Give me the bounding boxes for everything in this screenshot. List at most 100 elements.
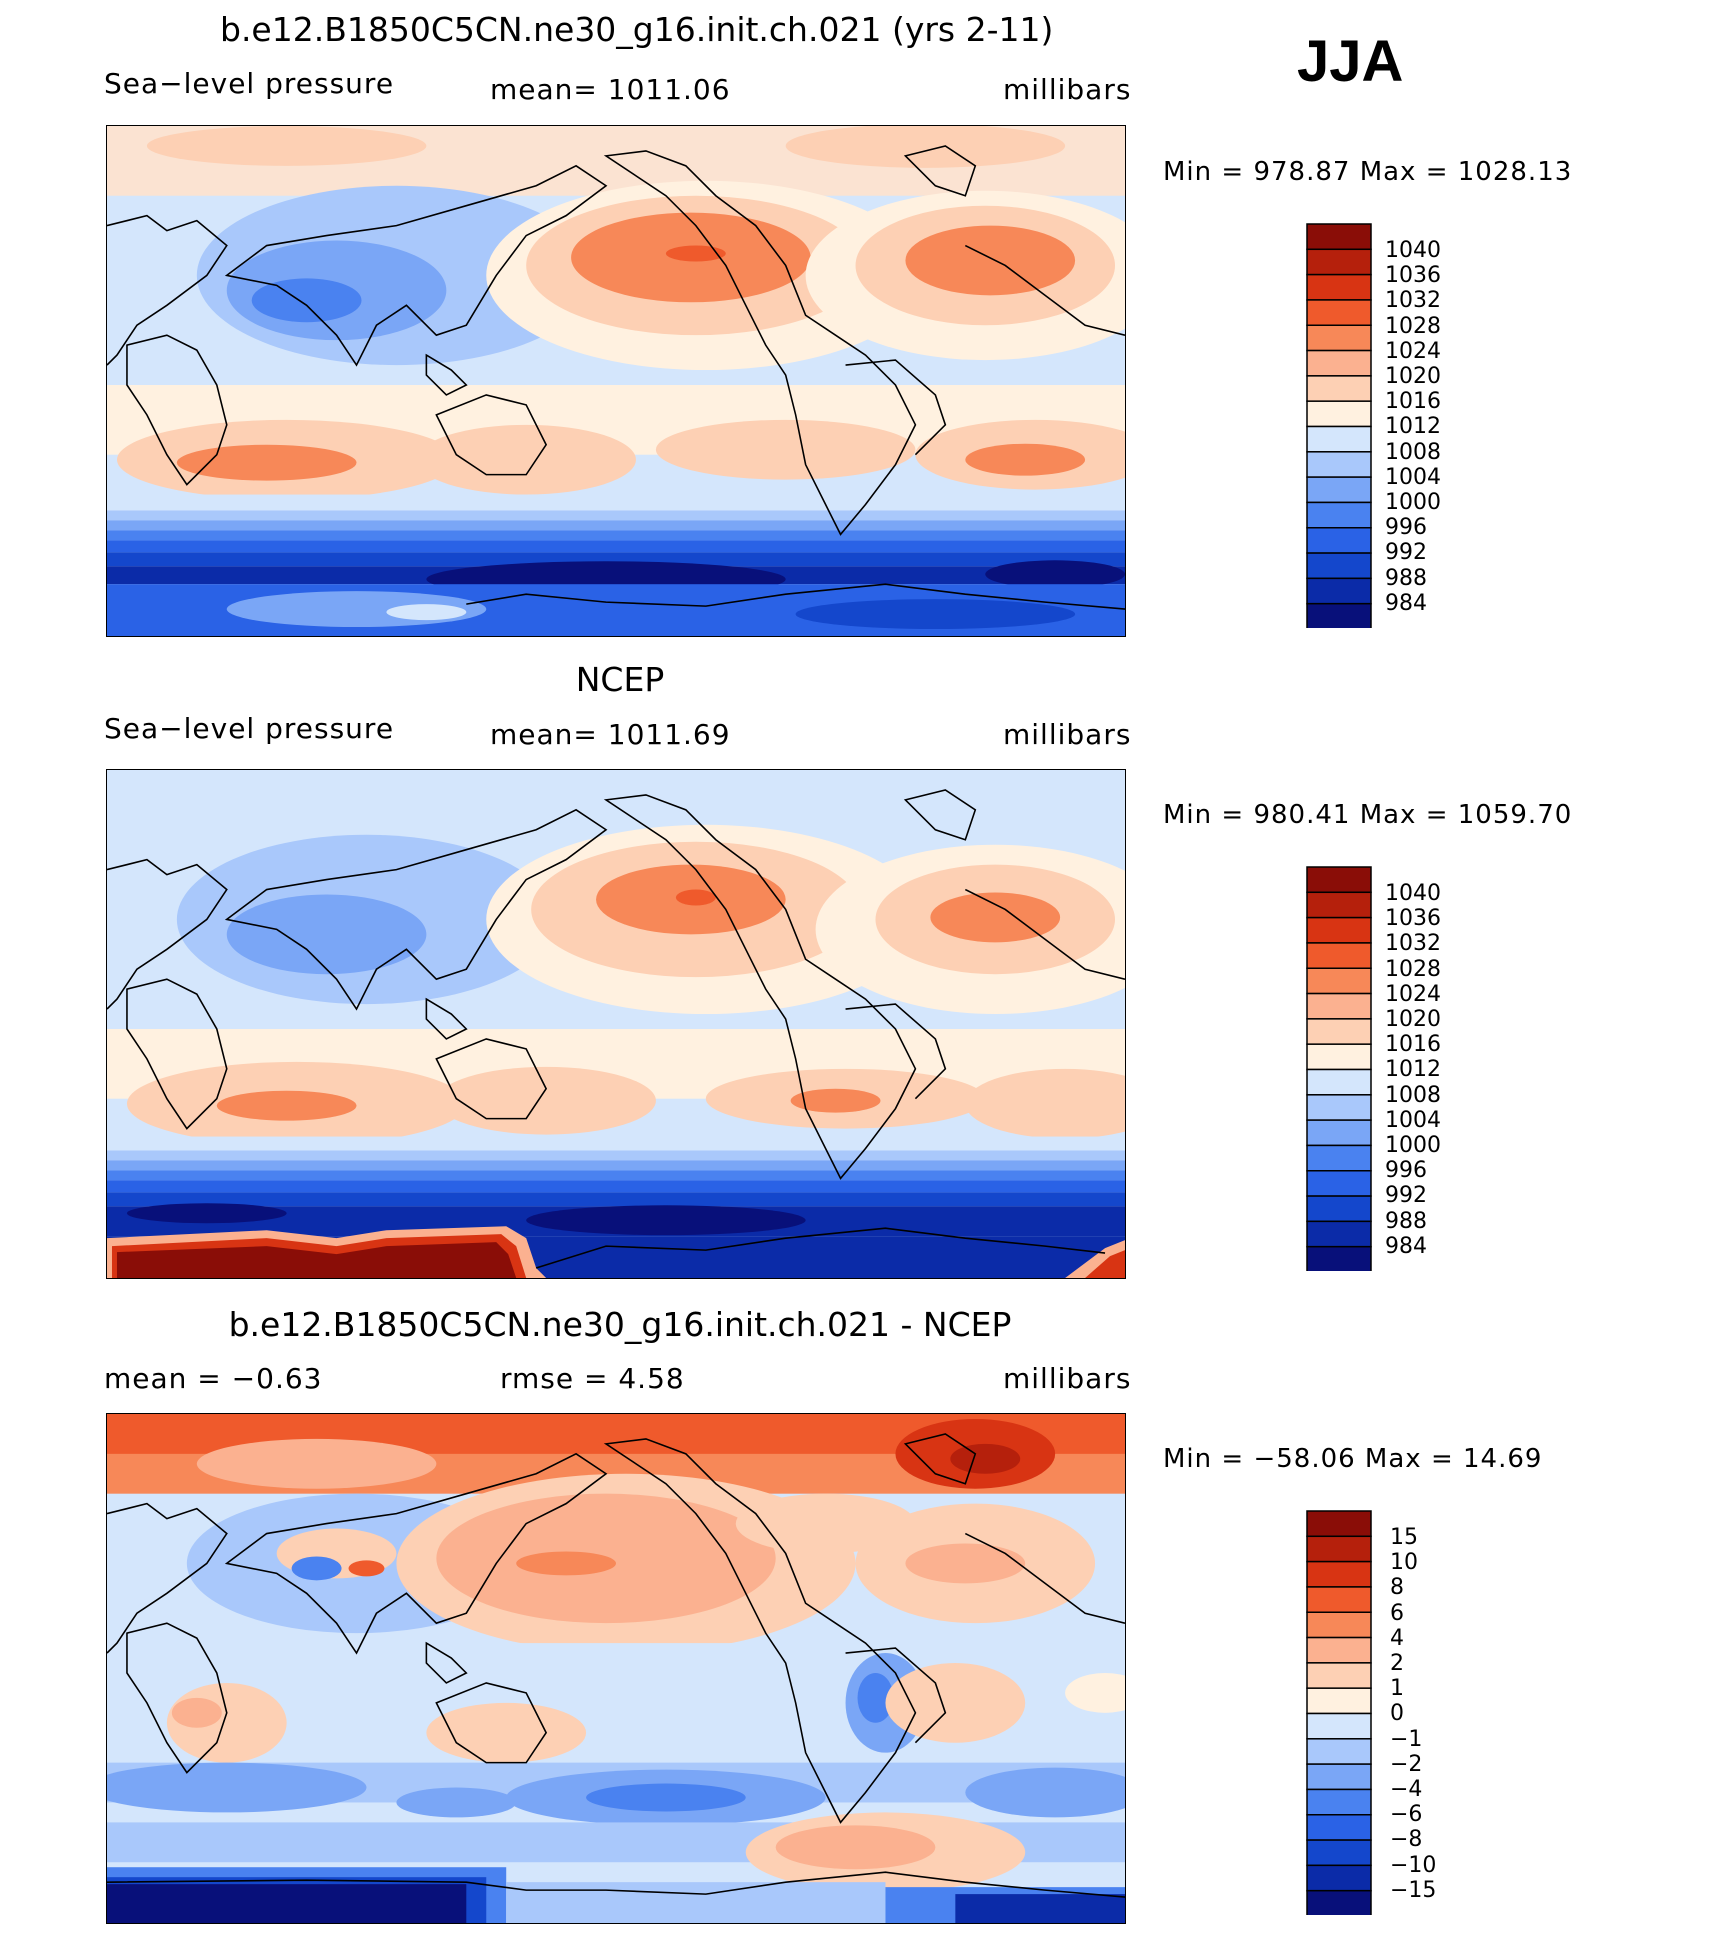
minmax-label: Min = 978.87 Max = 1028.13 [1163,157,1573,187]
colorbar-swatch [1306,425,1372,453]
colorbar-swatch [1306,1788,1372,1816]
colorbar-swatch [1306,602,1372,628]
colorbar-swatch [1306,1560,1372,1588]
units-label: millibars [1003,718,1132,751]
panel-title: b.e12.B1850C5CN.ne30_g16.init.ch.021 - N… [228,1305,1012,1344]
colorbar-tick: −15 [1390,1877,1437,1903]
colorbar-tick: 984 [1385,590,1427,616]
colorbar-tick: −2 [1390,1751,1423,1777]
colorbar-labels: 1040 1036 1032 1028 1024 1020 1016 1012 … [1385,238,1441,616]
colorbar-swatch [1306,1839,1372,1867]
colorbar-swatch [1306,1094,1372,1121]
colorbar-swatch [1306,476,1372,504]
colorbar-tick: 996 [1385,1158,1427,1184]
colorbar-swatch [1306,1119,1372,1147]
colorbar-tick: 1008 [1385,1082,1441,1108]
colorbar-swatch [1306,324,1372,352]
colorbar-tick: 996 [1385,515,1427,541]
colorbar-labels: 1040 1036 1032 1028 1024 1020 1016 1012 … [1385,881,1441,1259]
variable-label: Sea−level pressure [104,67,395,100]
map-ncep [106,769,1126,1279]
colorbar-tick: 992 [1385,1183,1427,1209]
minmax-label: Min = −58.06 Max = 14.69 [1163,1444,1543,1474]
colorbar-swatch [1306,866,1372,894]
colorbar-swatch [1306,1043,1372,1071]
colorbar-tick: 8 [1390,1575,1404,1601]
colorbar-tick: 1036 [1385,906,1441,932]
colorbar-tick: 1 [1390,1676,1404,1702]
map-model [106,125,1126,637]
colorbar-tick: 1020 [1385,1007,1441,1033]
colorbar-ncep [1306,866,1372,1271]
colorbar-tick: 4 [1390,1625,1404,1651]
colorbar-swatch [1306,273,1372,301]
colorbar-tick: 1028 [1385,956,1441,982]
colorbar-swatch [1306,1763,1372,1791]
minmax-label: Min = 980.41 Max = 1059.70 [1163,800,1573,830]
units-label: millibars [1003,73,1132,106]
colorbar-swatch [1306,527,1372,554]
colorbar-swatch [1306,1144,1372,1172]
colorbar-swatch [1306,1170,1372,1197]
colorbar-tick: 1032 [1385,288,1441,314]
colorbar-swatch [1306,400,1372,428]
colorbar-swatch [1306,1535,1372,1563]
colorbar-tick: 1008 [1385,439,1441,465]
colorbar-tick: 988 [1385,565,1427,591]
colorbar-tick: 1004 [1385,1107,1441,1133]
colorbar-tick: 2 [1390,1651,1404,1677]
colorbar-tick: 15 [1390,1525,1418,1550]
variable-label: Sea−level pressure [104,712,395,745]
rmse-label: rmse = 4.58 [500,1362,685,1395]
colorbar-swatch [1306,1611,1372,1639]
colorbar-swatch [1306,501,1372,529]
colorbar-swatch [1306,1687,1372,1715]
colorbar-tick: 1004 [1385,464,1441,490]
colorbar-swatch [1306,1889,1372,1915]
colorbar-swatch [1306,992,1372,1020]
colorbar-swatch [1306,248,1372,276]
panel-title: b.e12.B1850C5CN.ne30_g16.init.ch.021 (yr… [220,10,1054,49]
colorbar-model [1306,223,1372,628]
colorbar-swatch [1306,552,1372,580]
colorbar-swatch [1306,1068,1372,1096]
mean-label: mean = −0.63 [104,1362,323,1395]
colorbar-tick: 1000 [1385,1133,1441,1159]
colorbar-tick: −1 [1390,1726,1423,1752]
colorbar-tick: 6 [1390,1600,1404,1626]
colorbar-tick: 10 [1390,1550,1418,1576]
colorbar-swatch [1306,942,1372,969]
colorbar-swatch [1306,223,1372,251]
colorbar-swatch [1306,891,1372,919]
colorbar-tick: 1028 [1385,313,1441,339]
colorbar-labels: 15 10 8 6 4 2 1 0 −1 −2 −4 −6 −8 −10 −15 [1390,1525,1436,1903]
colorbar-tick: 1032 [1385,931,1441,957]
colorbar-tick: 988 [1385,1208,1427,1234]
colorbar-swatch [1306,1662,1372,1689]
colorbar-tick: 1016 [1385,1032,1441,1058]
colorbar-swatch [1306,916,1372,944]
colorbar-tick: 992 [1385,540,1427,566]
units-label: millibars [1003,1362,1132,1395]
colorbar-swatch [1306,299,1372,326]
colorbar-swatch [1306,1195,1372,1223]
colorbar-tick: 984 [1385,1233,1427,1259]
colorbar-tick: 1012 [1385,414,1441,440]
colorbar-swatch [1306,349,1372,377]
colorbar-tick: 1024 [1385,981,1441,1007]
colorbar-swatch [1306,1510,1372,1538]
colorbar-tick: −10 [1390,1852,1437,1878]
mean-label: mean= 1011.69 [490,718,731,751]
colorbar-tick: 1012 [1385,1057,1441,1083]
colorbar-swatch [1306,1586,1372,1613]
colorbar-tick: −6 [1390,1802,1423,1828]
colorbar-tick: 0 [1390,1701,1404,1727]
colorbar-swatch [1306,1018,1372,1045]
colorbar-difference [1306,1510,1372,1915]
colorbar-swatch [1306,451,1372,478]
colorbar-swatch [1306,1738,1372,1765]
colorbar-swatch [1306,1220,1372,1248]
colorbar-tick: 1016 [1385,389,1441,415]
colorbar-tick: 1000 [1385,490,1441,516]
colorbar-swatch [1306,1814,1372,1841]
